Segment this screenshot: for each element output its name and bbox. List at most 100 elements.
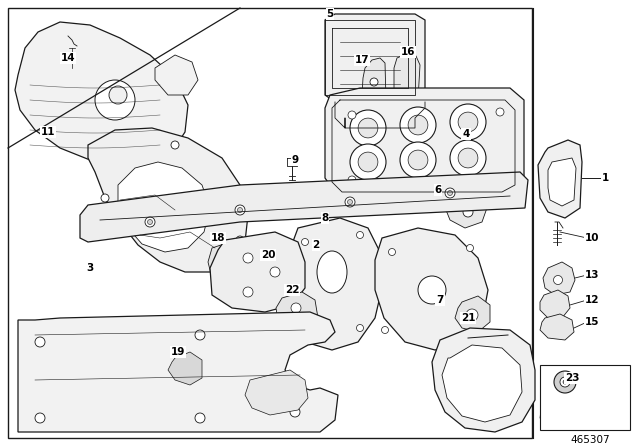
Polygon shape — [118, 162, 210, 252]
Circle shape — [291, 303, 301, 313]
Circle shape — [227, 254, 234, 262]
Text: 8: 8 — [321, 213, 328, 223]
Text: 19: 19 — [171, 347, 185, 357]
Text: 13: 13 — [585, 270, 599, 280]
Circle shape — [109, 86, 127, 104]
Text: 9: 9 — [291, 155, 299, 165]
Polygon shape — [538, 140, 582, 218]
Text: 18: 18 — [211, 233, 225, 243]
Circle shape — [496, 174, 504, 182]
Text: 14: 14 — [61, 53, 76, 63]
Circle shape — [345, 197, 355, 207]
Text: 22: 22 — [285, 285, 300, 295]
Circle shape — [358, 152, 378, 172]
Circle shape — [408, 150, 428, 170]
Circle shape — [301, 238, 308, 246]
Circle shape — [418, 276, 446, 304]
Polygon shape — [276, 292, 318, 332]
Text: 16: 16 — [401, 47, 415, 57]
Polygon shape — [208, 242, 252, 284]
Text: 2: 2 — [312, 240, 319, 250]
Text: 7: 7 — [436, 295, 444, 305]
Polygon shape — [88, 128, 248, 272]
Circle shape — [270, 267, 280, 277]
Text: 10: 10 — [585, 233, 599, 243]
Polygon shape — [545, 402, 616, 408]
Text: 18: 18 — [211, 233, 225, 243]
Circle shape — [381, 327, 388, 333]
Circle shape — [290, 407, 300, 417]
Polygon shape — [540, 290, 570, 318]
Circle shape — [450, 104, 486, 140]
Circle shape — [457, 190, 467, 200]
Polygon shape — [548, 158, 576, 206]
Circle shape — [95, 80, 135, 120]
Circle shape — [463, 207, 473, 217]
Ellipse shape — [317, 251, 347, 293]
Circle shape — [195, 330, 205, 340]
Text: 1: 1 — [602, 173, 609, 183]
Circle shape — [458, 148, 478, 168]
Circle shape — [147, 220, 152, 224]
Text: 20: 20 — [260, 250, 275, 260]
Text: 3: 3 — [86, 263, 93, 273]
Circle shape — [145, 217, 155, 227]
Polygon shape — [540, 400, 625, 428]
Polygon shape — [285, 218, 382, 350]
Circle shape — [563, 380, 567, 384]
Text: 4: 4 — [462, 129, 470, 139]
Text: 6: 6 — [435, 185, 442, 195]
Circle shape — [350, 110, 386, 146]
Circle shape — [356, 232, 364, 238]
Circle shape — [236, 236, 244, 244]
Text: 21: 21 — [461, 313, 476, 323]
Polygon shape — [432, 328, 535, 432]
Text: 12: 12 — [585, 295, 599, 305]
Text: 4: 4 — [462, 129, 470, 139]
Text: 16: 16 — [401, 47, 415, 57]
Polygon shape — [455, 296, 490, 332]
Circle shape — [350, 144, 386, 180]
Circle shape — [348, 111, 356, 119]
Circle shape — [458, 112, 478, 132]
Bar — [540, 365, 630, 430]
Text: 9: 9 — [291, 155, 299, 165]
Text: 11: 11 — [41, 127, 55, 137]
Circle shape — [171, 141, 179, 149]
Polygon shape — [168, 352, 202, 385]
Circle shape — [467, 245, 474, 251]
Text: 15: 15 — [585, 317, 599, 327]
Text: 23: 23 — [564, 373, 579, 383]
Polygon shape — [155, 55, 198, 95]
Polygon shape — [15, 22, 188, 165]
Circle shape — [235, 205, 245, 215]
Circle shape — [445, 188, 455, 198]
Circle shape — [243, 253, 253, 263]
Circle shape — [400, 107, 436, 143]
Text: 14: 14 — [61, 53, 76, 63]
Text: 17: 17 — [355, 55, 369, 65]
Circle shape — [358, 118, 378, 138]
Text: 13: 13 — [585, 270, 599, 280]
Circle shape — [294, 327, 301, 333]
Text: 6: 6 — [435, 185, 442, 195]
Text: 11: 11 — [41, 127, 55, 137]
Circle shape — [388, 249, 396, 255]
Polygon shape — [540, 314, 574, 340]
Polygon shape — [325, 14, 425, 102]
Circle shape — [35, 337, 45, 347]
Text: 12: 12 — [585, 295, 599, 305]
Circle shape — [35, 413, 45, 423]
Circle shape — [243, 287, 253, 297]
Circle shape — [237, 207, 243, 212]
Polygon shape — [394, 53, 420, 108]
Circle shape — [560, 377, 570, 387]
Polygon shape — [444, 180, 488, 228]
Text: 21: 21 — [461, 313, 476, 323]
Polygon shape — [442, 345, 522, 422]
Circle shape — [348, 199, 353, 204]
Circle shape — [356, 324, 364, 332]
Polygon shape — [245, 370, 308, 415]
Polygon shape — [362, 58, 386, 110]
Circle shape — [447, 190, 452, 195]
